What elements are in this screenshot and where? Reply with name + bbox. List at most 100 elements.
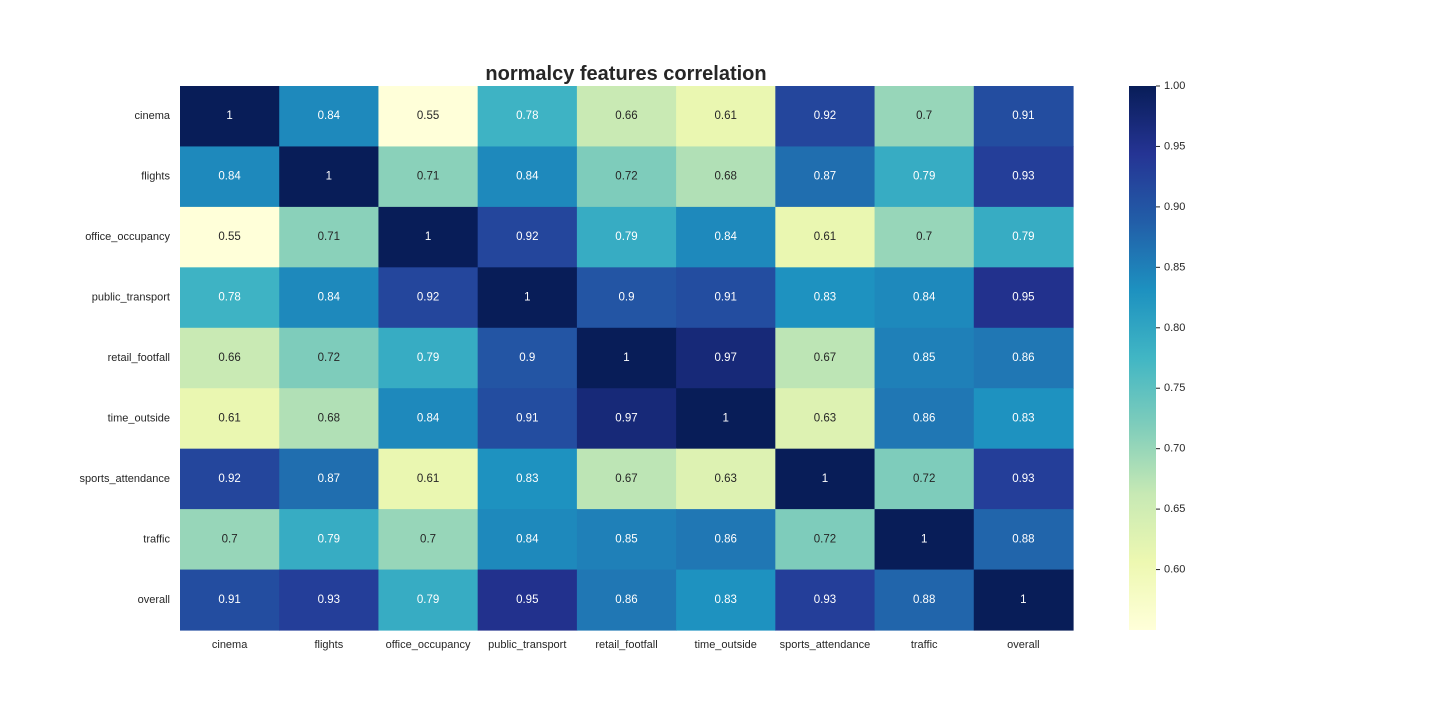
- x-tick-label-public_transport: public_transport: [488, 639, 566, 651]
- cell-value-sports_attendance-office_occupancy: 0.61: [417, 473, 439, 485]
- cell-value-flights-flights: 1: [326, 171, 332, 183]
- cell-value-retail_footfall-flights: 0.72: [318, 352, 340, 364]
- heatmap-cell-overall-office_occupancy: [378, 569, 479, 631]
- cell-value-retail_footfall-overall: 0.86: [1012, 352, 1034, 364]
- y-tick-label-retail_footfall: retail_footfall: [108, 352, 170, 364]
- heatmap-cell-traffic-sports_attendance: [775, 509, 876, 571]
- cell-value-office_occupancy-office_occupancy: 1: [425, 231, 431, 243]
- heatmap-cell-retail_footfall-sports_attendance: [775, 327, 876, 389]
- heatmap-cell-public_transport-overall: [973, 267, 1074, 329]
- cell-value-overall-overall: 1: [1020, 594, 1026, 606]
- heatmap-cell-public_transport-public_transport: [477, 267, 578, 329]
- heatmap-cell-office_occupancy-office_occupancy: [378, 206, 479, 268]
- x-tick-label-overall: overall: [1007, 639, 1039, 651]
- cell-value-flights-sports_attendance: 0.87: [814, 171, 836, 183]
- heatmap-cell-traffic-public_transport: [477, 509, 578, 571]
- heatmap-cell-flights-office_occupancy: [378, 146, 479, 208]
- y-tick-label-overall: overall: [138, 594, 170, 606]
- heatmap-cell-retail_footfall-retail_footfall: [576, 327, 677, 389]
- chart-title: normalcy features correlation: [485, 63, 766, 85]
- cell-value-flights-cinema: 0.84: [218, 171, 241, 183]
- cell-value-traffic-time_outside: 0.86: [715, 533, 737, 545]
- heatmap-cell-traffic-time_outside: [676, 509, 776, 571]
- heatmap-cell-traffic-cinema: [180, 509, 280, 571]
- heatmap-cell-cinema-flights: [279, 86, 380, 148]
- cell-value-office_occupancy-flights: 0.71: [318, 231, 340, 243]
- heatmap-cell-public_transport-flights: [279, 267, 380, 329]
- y-axis-tick-labels: cinema flights office_occupancy public_tran…: [79, 110, 170, 606]
- y-tick-label-cinema: cinema: [135, 110, 171, 122]
- heatmap-cell-sports_attendance-traffic: [874, 448, 975, 510]
- heatmap-cell-flights-cinema: [180, 146, 280, 208]
- heatmap-cell-overall-time_outside: [676, 569, 776, 631]
- heatmap-cell-cinema-time_outside: [676, 86, 776, 148]
- heatmap-cell-retail_footfall-public_transport: [477, 327, 578, 389]
- cell-value-traffic-retail_footfall: 0.85: [615, 533, 637, 545]
- colorbar-tick-label: 0.65: [1164, 503, 1185, 515]
- heatmap-cell-flights-public_transport: [477, 146, 578, 208]
- heatmap-cell-sports_attendance-public_transport: [477, 448, 578, 510]
- colorbar-ticks: 0.60 0.65 0.70 0.75 0.80 0.85 0.90 0.95 1.00: [1156, 80, 1185, 576]
- heatmap-cell-traffic-retail_footfall: [576, 509, 677, 571]
- cell-value-time_outside-flights: 0.68: [318, 412, 340, 424]
- cell-value-public_transport-retail_footfall: 0.9: [619, 292, 635, 304]
- cell-value-office_occupancy-traffic: 0.7: [916, 231, 932, 243]
- cell-value-retail_footfall-public_transport: 0.9: [519, 352, 535, 364]
- heatmap-cell-flights-flights: [279, 146, 380, 208]
- heatmap-cell-traffic-overall: [973, 509, 1074, 571]
- cell-value-time_outside-traffic: 0.86: [913, 412, 935, 424]
- cell-value-cinema-sports_attendance: 0.92: [814, 110, 836, 122]
- cell-value-public_transport-office_occupancy: 0.92: [417, 292, 439, 304]
- heatmap-cell-retail_footfall-time_outside: [676, 327, 776, 389]
- heatmap-cell-public_transport-office_occupancy: [378, 267, 479, 329]
- heatmap-cell-flights-sports_attendance: [775, 146, 876, 208]
- cell-value-flights-time_outside: 0.68: [715, 171, 737, 183]
- heatmap-cell-office_occupancy-retail_footfall: [576, 206, 677, 268]
- heatmap-cell-cinema-traffic: [874, 86, 975, 148]
- x-tick-label-sports_attendance: sports_attendance: [780, 639, 871, 651]
- colorbar-tick-label: 0.90: [1164, 201, 1185, 213]
- colorbar-tick-label: 0.80: [1164, 322, 1185, 334]
- heatmap-cell-cinema-public_transport: [477, 86, 578, 148]
- cell-value-retail_footfall-office_occupancy: 0.79: [417, 352, 439, 364]
- heatmap-cell-public_transport-sports_attendance: [775, 267, 876, 329]
- cell-value-overall-public_transport: 0.95: [516, 594, 538, 606]
- cell-value-public_transport-flights: 0.84: [318, 292, 341, 304]
- cell-value-overall-sports_attendance: 0.93: [814, 594, 836, 606]
- cell-value-office_occupancy-sports_attendance: 0.61: [814, 231, 836, 243]
- cell-value-traffic-public_transport: 0.84: [516, 533, 539, 545]
- cell-value-office_occupancy-time_outside: 0.84: [715, 231, 738, 243]
- heatmap-cell-sports_attendance-overall: [973, 448, 1074, 510]
- x-tick-label-traffic: traffic: [911, 639, 938, 651]
- colorbar: [1129, 86, 1156, 630]
- x-tick-label-cinema: cinema: [212, 639, 248, 651]
- cell-value-time_outside-retail_footfall: 0.97: [615, 412, 637, 424]
- y-tick-label-sports_attendance: sports_attendance: [79, 473, 170, 485]
- y-tick-label-public_transport: public_transport: [92, 292, 170, 304]
- cell-value-retail_footfall-retail_footfall: 1: [623, 352, 629, 364]
- heatmap-cell-traffic-traffic: [874, 509, 975, 571]
- cell-value-cinema-overall: 0.91: [1012, 110, 1034, 122]
- cell-value-traffic-cinema: 0.7: [222, 533, 238, 545]
- heatmap-cell-office_occupancy-flights: [279, 206, 380, 268]
- colorbar-tick-label: 0.75: [1164, 382, 1185, 394]
- heatmap-cell-time_outside-overall: [973, 388, 1074, 450]
- heatmap-cell-overall-overall: [973, 569, 1074, 631]
- heatmap-cell-flights-retail_footfall: [576, 146, 677, 208]
- y-tick-label-flights: flights: [141, 171, 170, 183]
- cell-value-overall-office_occupancy: 0.79: [417, 594, 439, 606]
- cell-value-time_outside-cinema: 0.61: [218, 412, 240, 424]
- cell-value-flights-public_transport: 0.84: [516, 171, 539, 183]
- x-tick-label-flights: flights: [314, 639, 343, 651]
- heatmap-cell-overall-flights: [279, 569, 380, 631]
- heatmap-cell-sports_attendance-flights: [279, 448, 380, 510]
- heatmap-cell-office_occupancy-traffic: [874, 206, 975, 268]
- heatmap-cell-public_transport-retail_footfall: [576, 267, 677, 329]
- cell-value-sports_attendance-flights: 0.87: [318, 473, 340, 485]
- colorbar-tick-label: 0.70: [1164, 443, 1185, 455]
- heatmap-cell-flights-time_outside: [676, 146, 776, 208]
- colorbar-tick-label: 0.60: [1164, 564, 1185, 576]
- heatmap-cell-time_outside-sports_attendance: [775, 388, 876, 450]
- heatmap-cell-overall-sports_attendance: [775, 569, 876, 631]
